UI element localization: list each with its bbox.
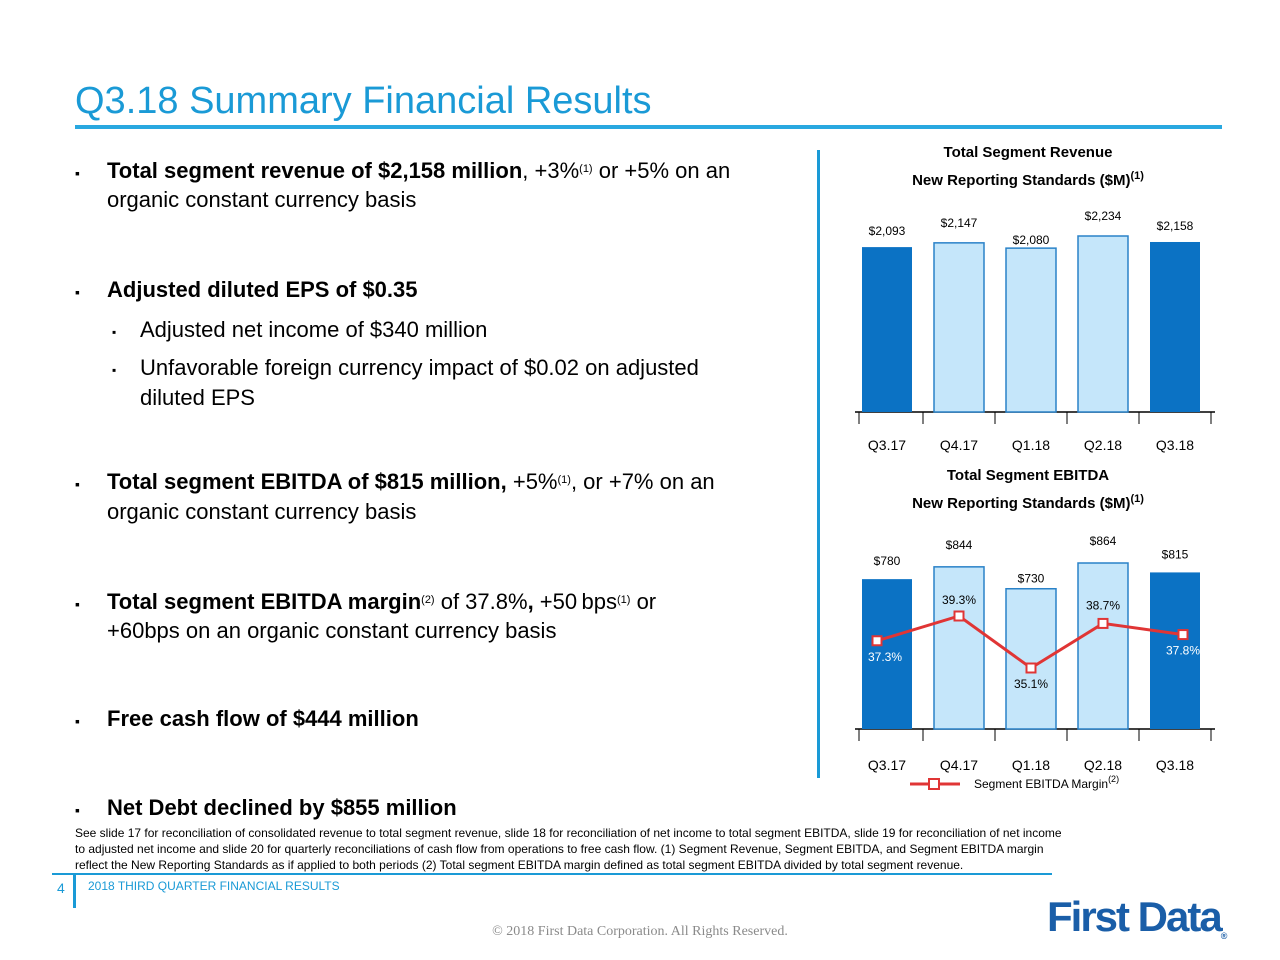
x-tick-label: Q3.17	[868, 437, 906, 453]
bullet-ebitda-rest: +5%	[506, 469, 558, 494]
bar	[1150, 572, 1200, 729]
ebitda-chart-subtitle-wrap: New Reporting Standards ($M)(1)	[870, 493, 1186, 512]
ebitda-chart-subtitle: New Reporting Standards ($M)	[912, 495, 1131, 512]
bullet-margin-line2: +60bps on an organic constant currency b…	[107, 618, 557, 643]
footnote-line: reflect the New Reporting Standards as i…	[75, 858, 964, 872]
bullet-margin-rest: of 37.8%	[434, 589, 528, 614]
bullet-margin-comma: ,	[527, 589, 534, 614]
x-tick-label: Q3.18	[1156, 757, 1194, 773]
sub-bullet-net-income-text: Adjusted net income of $340 million	[140, 317, 488, 342]
footnote-ref: (2)	[421, 594, 435, 606]
bar-value-label: $730	[1018, 572, 1045, 586]
x-tick-label: Q4.17	[940, 757, 978, 773]
bullet-fcf-text: Free cash flow of $444 million	[107, 706, 419, 731]
footnote-line: to adjusted net income and slide 20 for …	[75, 842, 1044, 856]
footnote: See slide 17 for reconciliation of conso…	[75, 825, 1255, 873]
x-tick-label: Q1.18	[1012, 757, 1050, 773]
bar-value-label: $844	[946, 538, 973, 552]
bullet-ebitda-tail: , or +7% on an	[570, 469, 715, 494]
bar-value-label: $815	[1162, 547, 1189, 561]
bar-value-label: $2,080	[1013, 233, 1050, 247]
bar	[933, 242, 985, 413]
x-tick-label: Q3.18	[1156, 437, 1194, 453]
footnote-line: See slide 17 for reconciliation of conso…	[75, 826, 1062, 840]
ebitda-chart-title: Total Segment EBITDA	[946, 467, 1110, 484]
margin-marker	[953, 610, 965, 622]
bar-value-label: $2,093	[869, 224, 906, 238]
bullet-margin-rest2: +50 bps	[533, 589, 617, 614]
bullet-revenue-tail: or +5% on an	[592, 158, 731, 183]
revenue-chart-title: Total Segment Revenue	[943, 144, 1113, 161]
bar-value-label: $780	[874, 554, 901, 568]
bar-value-label: $864	[1090, 534, 1117, 548]
legend-footnote-ref: (2)	[1108, 774, 1119, 784]
footer-rule	[52, 873, 1052, 875]
footnote-ref: (1)	[617, 594, 631, 606]
bar	[1150, 241, 1200, 412]
x-tick-label: Q4.17	[940, 437, 978, 453]
sub-bullet-marker: ▪	[112, 325, 117, 339]
legend-marker	[928, 778, 940, 790]
revenue-chart-subtitle-wrap: New Reporting Standards ($M)(1)	[870, 170, 1186, 189]
page-number-divider	[73, 874, 76, 908]
logo-text: First Data	[1047, 893, 1223, 940]
ebitda-bar-chart: $780 Q3.17 $844 Q4.17 $730 Q1.18 $864 Q2.18 $815…	[855, 534, 1215, 791]
bullet-revenue-rest: , +3%	[522, 158, 580, 183]
margin-marker	[1097, 617, 1109, 629]
registered-mark: ®	[1220, 931, 1228, 941]
legend-label: Segment EBITDA Margin(2)	[974, 774, 1119, 791]
bullet-ebitda-bold: Total segment EBITDA of $815 million,	[107, 469, 507, 494]
bullet-marker: ▪	[75, 713, 80, 729]
column-divider	[817, 150, 820, 778]
copyright: © 2018 First Data Corporation. All Right…	[492, 924, 788, 939]
first-data-logo: First Data®	[1047, 893, 1227, 941]
margin-label: 38.7%	[1086, 598, 1120, 612]
sub-bullet-fx-line2: diluted EPS	[140, 385, 255, 410]
margin-label: 39.3%	[942, 593, 976, 607]
margin-marker	[1177, 629, 1189, 641]
bar-value-label: $2,158	[1157, 219, 1194, 233]
footnote-ref: (1)	[579, 163, 593, 175]
bar	[1077, 562, 1129, 730]
x-tick-label: Q2.18	[1084, 757, 1122, 773]
margin-label: 35.1%	[1014, 677, 1048, 691]
margin-marker	[871, 635, 883, 647]
bullet-ebitda-line2: organic constant currency basis	[107, 499, 417, 524]
revenue-bar-chart: $2,093 Q3.17 $2,147 Q4.17 $2,080 Q1.18 $2,234 Q…	[855, 209, 1215, 453]
bar	[1005, 247, 1057, 413]
bullet-marker: ▪	[75, 802, 80, 818]
bullet-marker: ▪	[75, 476, 80, 492]
bullet-marker: ▪	[75, 165, 80, 181]
bar-value-label: $2,147	[941, 216, 978, 230]
x-tick-label: Q2.18	[1084, 437, 1122, 453]
x-tick-label: Q1.18	[1012, 437, 1050, 453]
footer-label: 2018 THIRD QUARTER FINANCIAL RESULTS	[88, 879, 340, 893]
x-tick-label: Q3.17	[868, 757, 906, 773]
bullet-net-debt-text: Net Debt declined by $855 million	[107, 795, 457, 820]
footnote-ref: (1)	[1130, 493, 1144, 505]
page-title: Q3.18 Summary Financial Results	[75, 80, 652, 122]
bullet-margin-tail: or	[630, 589, 657, 614]
page-number: 4	[57, 880, 65, 896]
footnote-ref: (1)	[557, 474, 571, 486]
footnote-ref: (1)	[1130, 170, 1144, 182]
bar-value-label: $2,234	[1085, 209, 1122, 223]
sub-bullet-fx-text: Unfavorable foreign currency impact of $…	[140, 355, 699, 380]
bullet-revenue-line2: organic constant currency basis	[107, 187, 417, 212]
bullet-margin-bold: Total segment EBITDA margin	[107, 589, 422, 614]
margin-label: 37.3%	[868, 650, 902, 664]
bullet-eps-text: Adjusted diluted EPS of $0.35	[107, 277, 418, 302]
bar	[933, 566, 985, 730]
margin-label: 37.8%	[1166, 644, 1200, 658]
sub-bullet-marker: ▪	[112, 363, 117, 377]
margin-marker	[1025, 662, 1037, 674]
title-rule	[75, 125, 1222, 129]
bullet-marker: ▪	[75, 596, 80, 612]
bar	[862, 247, 912, 412]
revenue-chart-subtitle: New Reporting Standards ($M)	[912, 172, 1131, 189]
bar	[862, 579, 912, 729]
bullet-revenue-bold: Total segment revenue of $2,158 million	[107, 158, 523, 183]
bar	[1077, 235, 1129, 413]
bullet-marker: ▪	[75, 284, 80, 300]
